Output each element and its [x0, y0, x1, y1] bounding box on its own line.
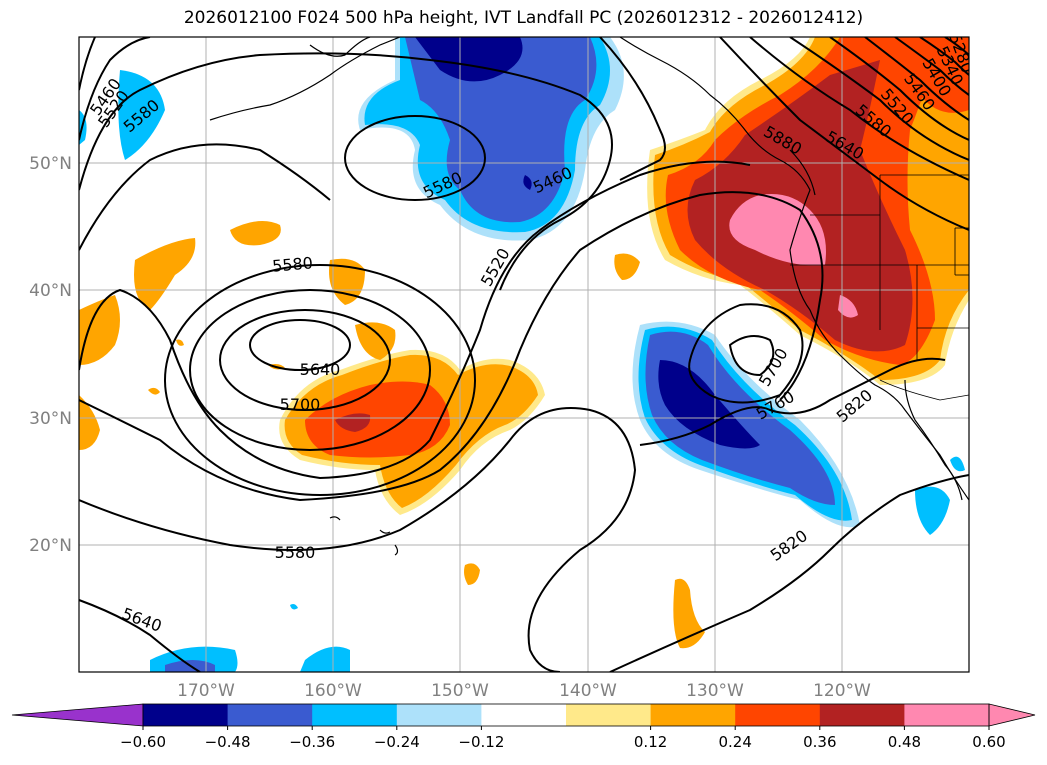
contour-label: 5640	[300, 360, 341, 379]
map-plot: 5460 5520 5580 5580 5640 5700 5580 5460 …	[29, 36, 970, 700]
colorbar-segment	[481, 704, 567, 726]
lon-label-140w: 140°W	[559, 681, 617, 700]
lon-label-130w: 130°W	[686, 681, 744, 700]
colorbar-segment	[904, 704, 990, 726]
colorbar-tick-label: 0.60	[972, 733, 1005, 751]
colorbar-tick-label: 0.24	[718, 733, 751, 751]
colorbar-frame	[142, 703, 990, 727]
colorbar-tick-label: 0.48	[888, 733, 921, 751]
colorbar-tick-label: −0.24	[374, 733, 420, 751]
map-title: 2026012100 F024 500 hPa height, IVT Land…	[183, 8, 864, 28]
lat-label-30n: 30°N	[29, 409, 72, 429]
contour-label: 5580	[271, 253, 313, 275]
colorbar-segments	[11, 703, 1036, 727]
colorbar-tick-label: 0.12	[634, 733, 667, 751]
colorbar-extend-low	[11, 703, 144, 727]
colorbar-extend-high	[988, 703, 1036, 727]
coastlines	[209, 37, 969, 556]
colorbar-tick-label: −0.48	[205, 733, 251, 751]
colorbar-segment	[735, 704, 821, 726]
colorbar-segment	[650, 704, 736, 726]
lon-label-120w: 120°W	[813, 681, 871, 700]
graticule	[79, 37, 969, 672]
colorbar-tick-label: −0.36	[289, 733, 335, 751]
colorbar-segment	[227, 704, 313, 726]
contour-label: 5580	[275, 543, 316, 562]
lat-label-20n: 20°N	[29, 536, 72, 556]
colorbar-segment	[819, 704, 905, 726]
lat-label-40n: 40°N	[29, 281, 72, 301]
colorbar-tick-label: −0.60	[120, 733, 166, 751]
map-frame	[78, 36, 970, 673]
borders	[790, 174, 969, 401]
lon-label-160w: 160°W	[304, 681, 362, 700]
colorbar-segment	[566, 704, 652, 726]
lon-label-150w: 150°W	[431, 681, 489, 700]
colorbar-segment	[312, 704, 398, 726]
lon-label-170w: 170°W	[177, 681, 235, 700]
colorbar-tick-label: 0.36	[803, 733, 836, 751]
colorbar-tick-label: −0.12	[458, 733, 504, 751]
contour-label: 5700	[280, 395, 321, 414]
colorbar-segment	[396, 704, 482, 726]
colorbar-ticks: −0.60 −0.48 −0.36 −0.24 −0.12 0.12 0.24 0.36 0.4…	[120, 726, 1006, 751]
colorbar-segment	[143, 704, 229, 726]
height-contours	[79, 37, 969, 672]
lat-label-50n: 50°N	[29, 154, 72, 174]
